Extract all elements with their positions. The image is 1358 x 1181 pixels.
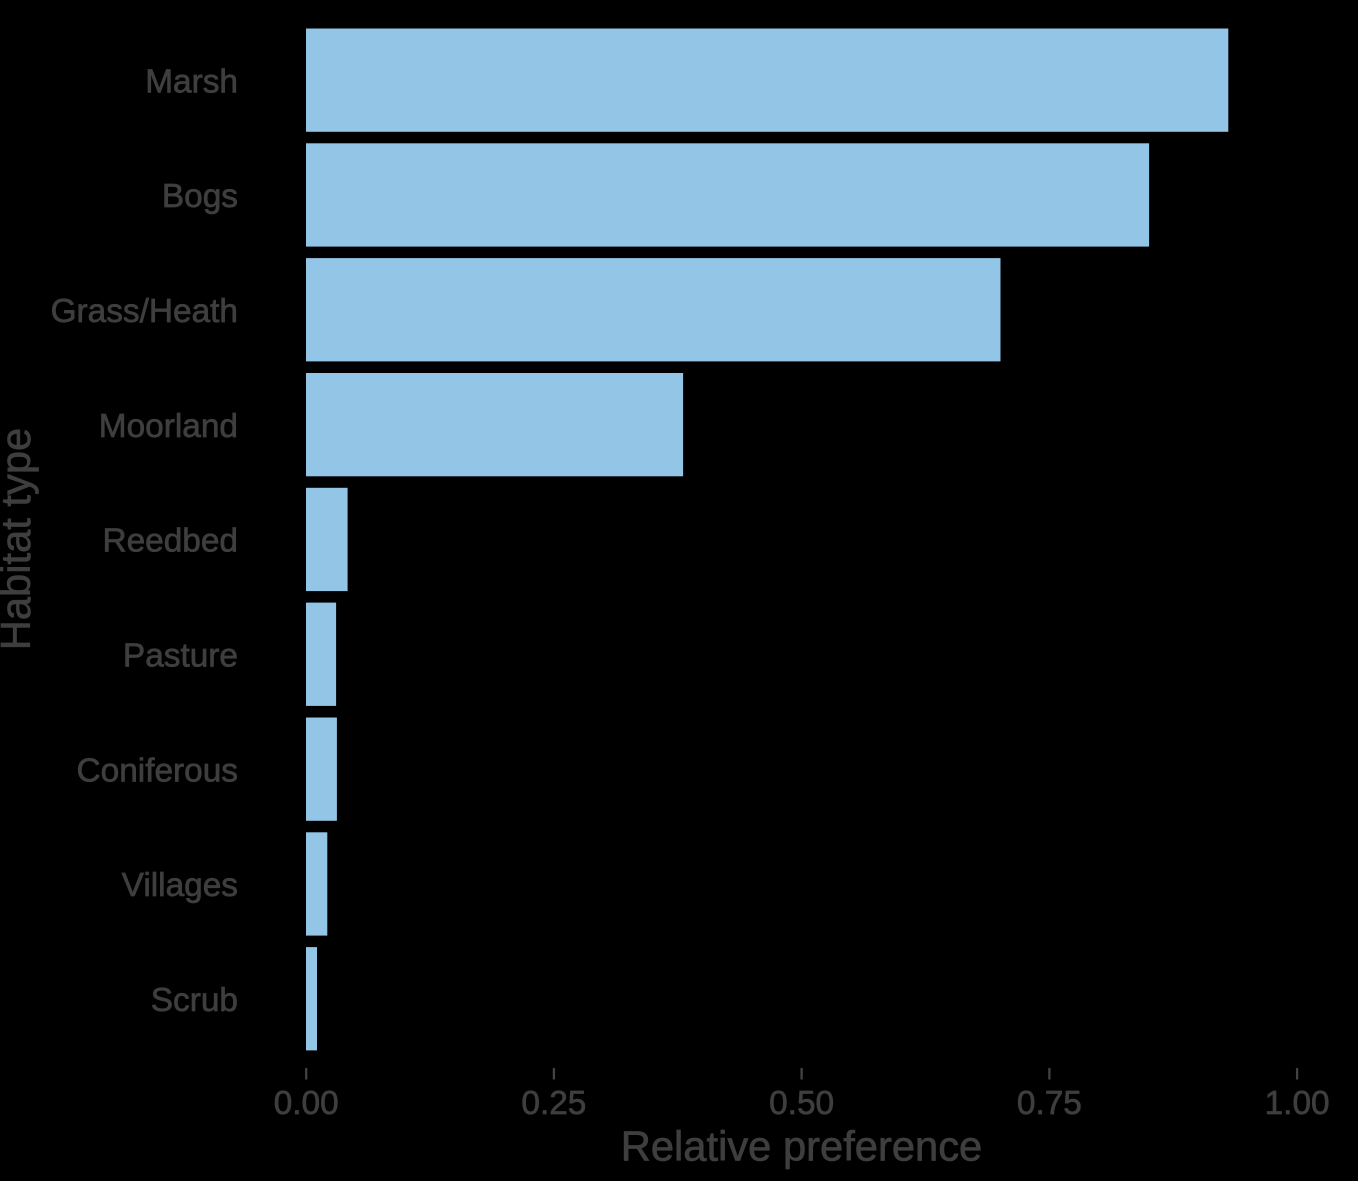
svg-text:Scrub: Scrub bbox=[151, 982, 238, 1019]
svg-text:Grass/Heath: Grass/Heath bbox=[51, 293, 238, 330]
svg-text:0.75: 0.75 bbox=[1017, 1085, 1082, 1122]
svg-text:Relative preference: Relative preference bbox=[621, 1123, 983, 1170]
svg-text:Reedbed: Reedbed bbox=[102, 523, 238, 560]
svg-text:Moorland: Moorland bbox=[99, 408, 238, 445]
svg-text:Bogs: Bogs bbox=[162, 178, 238, 215]
svg-text:Villages: Villages bbox=[122, 867, 238, 904]
svg-text:1.00: 1.00 bbox=[1265, 1085, 1330, 1122]
svg-text:0.00: 0.00 bbox=[274, 1085, 339, 1122]
svg-text:Marsh: Marsh bbox=[145, 63, 238, 100]
svg-text:Habitat type: Habitat type bbox=[0, 428, 39, 650]
svg-text:0.50: 0.50 bbox=[769, 1085, 834, 1122]
svg-text:0.25: 0.25 bbox=[521, 1085, 586, 1122]
svg-text:Coniferous: Coniferous bbox=[77, 752, 238, 789]
svg-text:Pasture: Pasture bbox=[123, 638, 238, 675]
